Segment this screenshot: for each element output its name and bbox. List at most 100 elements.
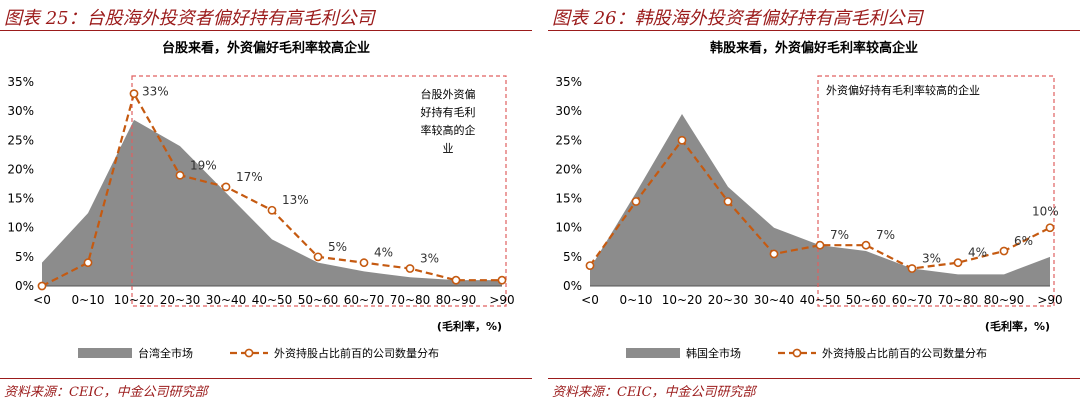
annotation-text: 好持有毛利	[421, 105, 476, 119]
data-label: 13%	[282, 193, 309, 207]
market-area-series	[590, 114, 1050, 286]
left-figure-panel: 图表 25：台股海外投资者偏好持有高毛利公司 台股来看，外资偏好毛利率较高企业 0…	[0, 0, 532, 403]
line-point	[815, 240, 825, 250]
y-tick-label: 20%	[555, 162, 582, 176]
x-axis-label: (毛利率，%)	[985, 319, 1050, 333]
annotation-text: 外资偏好持有毛利率较高的企业	[826, 83, 980, 97]
y-tick-label: 10%	[7, 221, 34, 235]
x-tick-label: 10~20	[662, 293, 703, 307]
x-tick-label: 10~20	[114, 293, 155, 307]
line-point	[221, 182, 231, 192]
highlight-box	[131, 75, 507, 307]
title-divider	[0, 30, 532, 31]
y-tick-label: 15%	[7, 192, 34, 206]
data-label: 10%	[1032, 205, 1059, 219]
x-tick-label: >90	[489, 293, 514, 307]
y-tick-label: 30%	[7, 104, 34, 118]
x-tick-label: <0	[581, 293, 599, 307]
line-point	[313, 252, 323, 262]
x-tick-label: 70~80	[938, 293, 979, 307]
foreign-holding-line-series	[589, 138, 1051, 270]
line-point	[37, 281, 47, 291]
data-label: 33%	[142, 85, 169, 99]
x-tick-label: 60~70	[344, 293, 385, 307]
source-divider	[0, 378, 532, 379]
data-label: 6%	[1014, 234, 1033, 248]
y-tick-label: 5%	[563, 250, 582, 264]
chart-title: 台股来看，外资偏好毛利率较高企业	[162, 40, 370, 56]
x-tick-label: 40~50	[800, 293, 841, 307]
y-tick-label: 5%	[15, 250, 34, 264]
x-tick-label: 0~10	[620, 293, 653, 307]
x-axis-label: (毛利率，%)	[437, 319, 502, 333]
x-tick-label: 50~60	[846, 293, 887, 307]
data-label: 7%	[876, 228, 895, 242]
y-tick-label: 35%	[555, 75, 582, 89]
figure-title: 图表 26：韩股海外投资者偏好持有高毛利公司	[552, 8, 923, 29]
y-tick-label: 0%	[15, 279, 34, 293]
legend-area-swatch	[78, 348, 132, 358]
y-tick-label: 30%	[555, 104, 582, 118]
source-note: 资料来源：CEIC，中金公司研究部	[4, 385, 208, 400]
right-figure-panel: 图表 26：韩股海外投资者偏好持有高毛利公司 韩股来看，外资偏好毛利率较高企业 0…	[548, 0, 1080, 403]
y-tick-label: 35%	[7, 75, 34, 89]
y-tick-label: 20%	[7, 162, 34, 176]
data-label: 4%	[968, 246, 987, 260]
x-tick-label: 50~60	[298, 293, 339, 307]
data-label: 3%	[922, 252, 941, 266]
y-tick-label: 10%	[555, 221, 582, 235]
legend-line-marker	[244, 348, 254, 358]
line-point	[631, 197, 641, 206]
line-point	[723, 197, 733, 206]
x-tick-label: >90	[1037, 293, 1062, 307]
line-point	[585, 261, 595, 270]
annotation-text: 台股外资偏	[421, 87, 476, 101]
market-area-series	[42, 119, 502, 286]
y-tick-label: 0%	[563, 279, 582, 293]
x-tick-label: <0	[33, 293, 51, 307]
x-tick-label: 30~40	[206, 293, 247, 307]
line-point	[1045, 223, 1055, 233]
line-point	[907, 264, 917, 273]
y-tick-label: 25%	[555, 133, 582, 147]
source-note: 资料来源：CEIC，中金公司研究部	[552, 385, 756, 400]
data-label: 19%	[190, 158, 217, 172]
x-tick-label: 0~10	[72, 293, 105, 307]
line-point	[861, 240, 871, 250]
line-point	[405, 264, 415, 273]
chart-taiwan: 台股来看，外资偏好毛利率较高企业 0% 5% 10% 15% 20% 25% 30% 35% 台股…	[7, 40, 514, 360]
line-point	[769, 249, 779, 259]
line-point	[497, 275, 507, 285]
x-tick-label: 60~70	[892, 293, 933, 307]
legend-line-label: 外资持股占比前百的公司数量分布	[274, 346, 439, 360]
line-point	[129, 89, 139, 99]
x-tick-label: 20~30	[708, 293, 749, 307]
line-point	[677, 135, 687, 145]
chart-title: 韩股来看，外资偏好毛利率较高企业	[710, 40, 918, 56]
data-label: 4%	[374, 246, 393, 260]
line-point	[999, 246, 1009, 256]
data-label: 7%	[830, 228, 849, 242]
line-point	[175, 170, 185, 180]
x-tick-label: 80~90	[436, 293, 477, 307]
legend-area-label: 台湾全市场	[138, 346, 193, 360]
line-point	[83, 258, 93, 268]
highlight-box	[817, 75, 1055, 307]
figure-title: 图表 25：台股海外投资者偏好持有高毛利公司	[4, 8, 375, 29]
x-tick-label: 20~30	[160, 293, 201, 307]
x-tick-label: 30~40	[754, 293, 795, 307]
x-tick-label: 70~80	[390, 293, 431, 307]
source-divider	[548, 378, 1080, 379]
line-point	[451, 275, 461, 285]
x-tick-label: 40~50	[252, 293, 293, 307]
legend-area-swatch	[626, 348, 680, 358]
x-tick-label: 80~90	[984, 293, 1025, 307]
data-label: 17%	[236, 170, 263, 184]
chart-korea: 韩股来看，外资偏好毛利率较高企业 0% 5% 10% 15% 20% 25% 30% 35% 外资…	[555, 40, 1062, 360]
legend-area-label: 韩国全市场	[686, 346, 741, 360]
title-divider	[548, 30, 1080, 31]
line-point	[267, 205, 277, 215]
data-label: 5%	[328, 240, 347, 254]
annotation-text: 业	[443, 142, 454, 155]
data-label: 3%	[420, 252, 439, 266]
